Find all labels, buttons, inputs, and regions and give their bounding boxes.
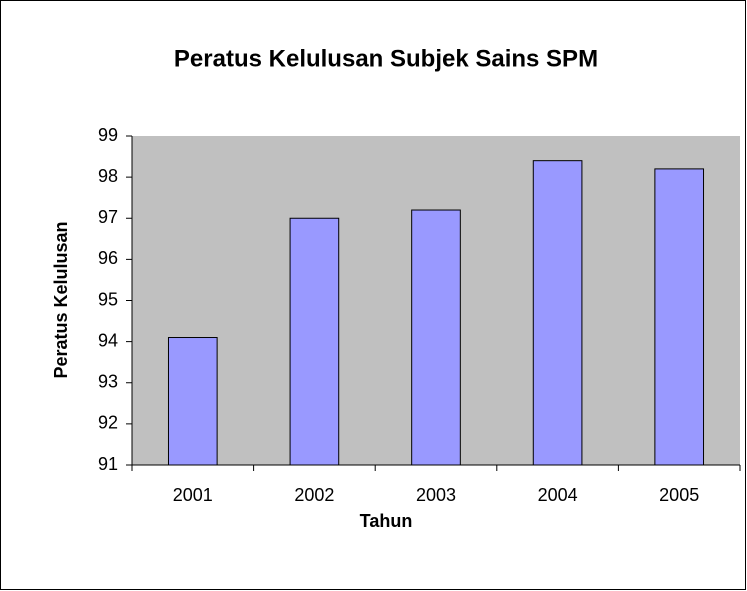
- bar: [167, 337, 218, 466]
- y-tick-label: 99: [98, 125, 118, 145]
- x-tick-label: 2005: [659, 485, 699, 505]
- y-tick-label: 92: [98, 413, 118, 433]
- y-tick-label: 94: [98, 330, 118, 350]
- y-tick-label: 95: [98, 289, 118, 309]
- y-tick-label: 96: [98, 248, 118, 268]
- bar: [411, 209, 461, 466]
- y-tick-label: 91: [98, 454, 118, 474]
- y-axis-label: Peratus Kelulusan: [51, 221, 71, 378]
- x-tick-label: 2004: [538, 485, 578, 505]
- y-tick-label: 97: [98, 207, 118, 227]
- bar: [654, 168, 705, 466]
- bar: [289, 217, 340, 466]
- y-tick-label: 93: [98, 372, 118, 392]
- bar: [532, 160, 583, 466]
- chart-title: Peratus Kelulusan Subjek Sains SPM: [174, 45, 598, 72]
- y-tick-label: 98: [98, 166, 118, 186]
- x-tick-label: 2002: [294, 485, 334, 505]
- x-axis-label: Tahun: [360, 511, 413, 531]
- x-tick-label: 2001: [173, 485, 213, 505]
- x-tick-label: 2003: [416, 485, 456, 505]
